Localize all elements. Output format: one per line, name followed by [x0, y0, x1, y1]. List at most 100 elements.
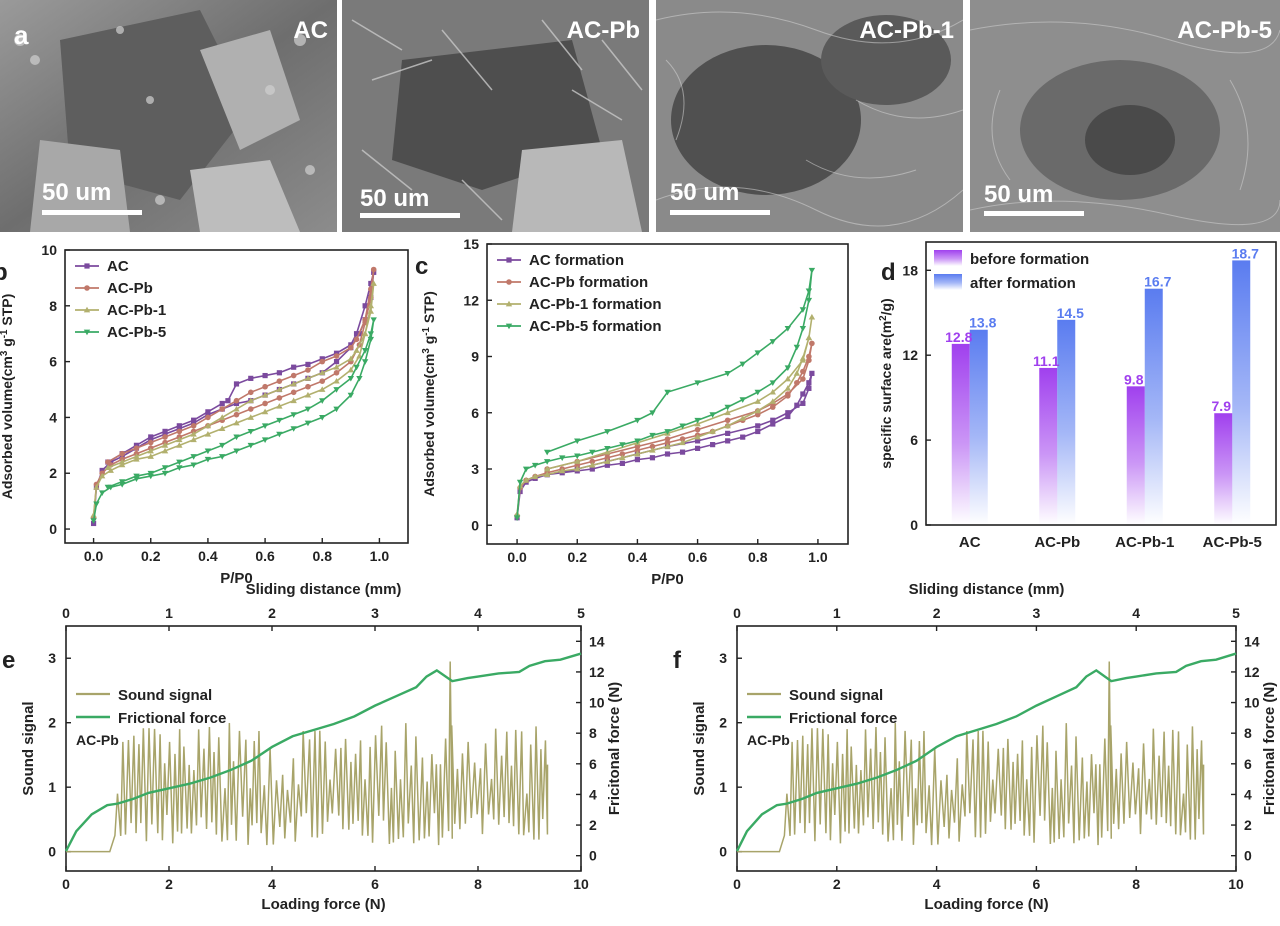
y-axis-label: Adsorbed volume(cm3 g-1 STP) — [0, 294, 15, 500]
sample-label: AC-Pb — [747, 732, 790, 748]
marker-triangle — [104, 464, 112, 471]
marker-triangle — [709, 428, 716, 434]
x-tick-label: 0 — [733, 876, 741, 892]
marker-triangle — [276, 403, 283, 409]
panel-letter: d — [881, 259, 896, 286]
marker-triangle — [754, 398, 761, 404]
marker-circle — [176, 428, 183, 435]
marker-triangle-down — [361, 359, 369, 365]
y-tick-label: 0 — [49, 521, 57, 537]
marker-triangle-down — [531, 462, 539, 469]
marker-circle — [333, 353, 340, 359]
legend-label: after formation — [970, 275, 1076, 292]
marker-circle — [119, 450, 125, 457]
marker-triangle-down — [161, 465, 169, 471]
marker-triangle — [664, 443, 671, 449]
marker-triangle-down — [709, 412, 716, 418]
marker-square — [694, 438, 701, 444]
marker-triangle — [176, 436, 183, 443]
marker-triangle-down — [118, 479, 126, 485]
marker-triangle-down — [522, 466, 530, 473]
marker-triangle-down — [769, 380, 776, 386]
marker-triangle-down — [805, 297, 813, 304]
marker-triangle — [247, 397, 254, 404]
marker-triangle — [233, 419, 240, 426]
marker-square — [806, 380, 812, 386]
marker-square — [589, 466, 595, 472]
series-line — [92, 319, 375, 521]
marker-circle — [205, 414, 211, 421]
marker-triangle — [808, 313, 816, 320]
marker-square — [785, 413, 791, 420]
marker-triangle-down — [739, 361, 746, 368]
x-top-tick-label: 5 — [1232, 605, 1240, 621]
marker-triangle — [531, 473, 539, 479]
x-tick-label: 0.2 — [141, 548, 161, 564]
legend-swatch — [934, 250, 962, 266]
marker-triangle — [176, 442, 183, 448]
marker-square — [333, 359, 340, 365]
marker-triangle-down — [83, 329, 91, 336]
marker-triangle-down — [513, 515, 521, 521]
x-tick-label: 0.4 — [628, 549, 648, 565]
series-line — [92, 269, 375, 518]
marker-triangle-down — [204, 456, 212, 463]
marker-triangle-down — [190, 462, 197, 469]
sound-signal-line — [66, 661, 549, 853]
legend-label: Frictional force — [789, 710, 897, 727]
data-label-after: 14.5 — [1057, 305, 1084, 321]
bar-after — [1057, 319, 1076, 525]
micrograph-label: AC-Pb — [567, 17, 640, 44]
marker-circle — [247, 389, 254, 396]
x-top-tick-label: 1 — [833, 605, 841, 621]
marker-triangle — [161, 442, 169, 448]
marker-triangle-down — [176, 465, 183, 471]
x-tick-label: 0.6 — [688, 549, 708, 565]
marker-square — [809, 370, 815, 376]
y-tick-label: 8 — [49, 298, 57, 314]
marker-square — [291, 364, 297, 370]
marker-triangle-down — [98, 490, 106, 496]
marker-triangle — [147, 453, 154, 459]
x-tick-label: 0.8 — [313, 548, 333, 564]
marker-triangle-down — [204, 448, 212, 455]
y-tick-label: 1 — [48, 779, 56, 795]
x-tick-label: 0.6 — [255, 548, 275, 564]
y-tick-label: 1 — [719, 779, 727, 795]
legend-label: Sound signal — [789, 687, 883, 704]
y-tick-label: 12 — [463, 292, 479, 308]
series-line — [516, 317, 813, 515]
marker-triangle-down — [319, 415, 326, 421]
y-right-axis-label: Fricitonal force (N) — [606, 682, 623, 815]
marker-square — [800, 400, 806, 406]
marker-square — [305, 361, 311, 368]
marker-triangle-down — [694, 380, 701, 386]
marker-triangle-down — [304, 406, 312, 413]
marker-triangle-down — [664, 389, 671, 396]
x-tick-label: AC-Pb-1 — [1115, 534, 1174, 551]
y-right-tick-label: 14 — [1244, 633, 1260, 649]
y-tick-label: 15 — [463, 236, 479, 252]
marker-square — [770, 417, 776, 423]
x-axis-label: Loading force (N) — [924, 896, 1048, 913]
y-right-tick-label: 8 — [1244, 725, 1252, 741]
micrograph-label: AC-Pb-1 — [859, 17, 954, 44]
marker-triangle — [304, 375, 312, 381]
series-line — [516, 343, 813, 516]
marker-triangle — [522, 477, 530, 483]
series-line — [92, 283, 375, 516]
y-right-tick-label: 12 — [589, 664, 605, 680]
marker-triangle — [190, 436, 197, 443]
panel-letter: f — [673, 647, 682, 674]
marker-triangle-down — [604, 445, 611, 452]
marker-circle — [319, 358, 326, 365]
marker-triangle — [694, 433, 701, 440]
marker-triangle-down — [319, 398, 326, 404]
marker-triangle — [694, 420, 701, 427]
marker-circle — [619, 451, 626, 457]
marker-square — [248, 375, 254, 381]
y-tick-label: 3 — [471, 461, 479, 477]
x-tick-label: 0.0 — [84, 548, 104, 564]
marker-triangle — [190, 430, 197, 437]
marker-triangle-down — [367, 336, 375, 343]
